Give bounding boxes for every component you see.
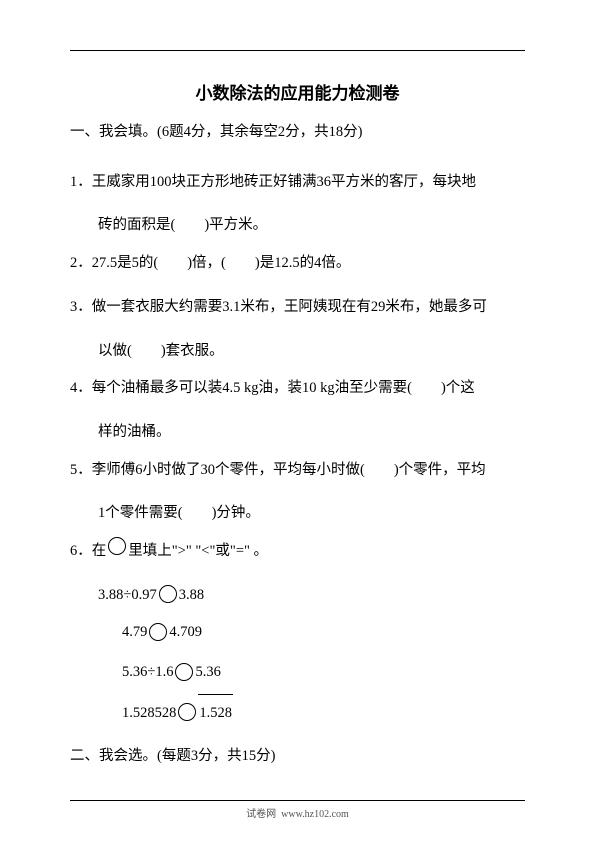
circle-icon: [159, 585, 177, 603]
q1-num: 1．: [70, 174, 92, 190]
section-1-heading: 一、我会填。(6题4分，其余每空2分，共18分): [70, 122, 525, 144]
q6-post: 里填上">" "<"或"=" 。: [128, 543, 268, 559]
q3-num: 3．: [70, 299, 92, 315]
q5-l1: 李师傅6小时做了30个零件，平均每小时做( )个零件，平均: [92, 462, 486, 478]
q6-pre: 在: [92, 543, 107, 559]
q3-l2: 以做( )套衣服。: [70, 333, 525, 371]
q6-c4a: 1.528528: [122, 705, 176, 721]
q3: 3．做一套衣服大约需要3.1米布，王阿姨现在有29米布，她最多可: [70, 289, 525, 327]
q2: 2．27.5是5的( )倍，( )是12.5的4倍。: [70, 245, 525, 283]
q5-l2: 1个零件需要( )分钟。: [70, 495, 525, 533]
q6-c4b: 1.528: [198, 694, 233, 733]
q6-num: 6．: [70, 543, 92, 559]
exam-title: 小数除法的应用能力检测卷: [70, 79, 525, 104]
circle-icon: [108, 537, 126, 555]
q5: 5．李师傅6小时做了30个零件，平均每小时做( )个零件，平均: [70, 452, 525, 490]
q4: 4．每个油桶最多可以装4.5 kg油，装10 kg油至少需要( )个这: [70, 370, 525, 408]
section-2-heading: 二、我会选。(每题3分，共15分): [70, 746, 525, 768]
q4-l1: 每个油桶最多可以装4.5 kg油，装10 kg油至少需要( )个这: [92, 380, 475, 396]
q3-l1: 做一套衣服大约需要3.1米布，王阿姨现在有29米布，她最多可: [92, 299, 487, 315]
q4-num: 4．: [70, 380, 92, 396]
q6-c2b: 4.709: [169, 624, 202, 640]
footer-url: www.hz102.com: [281, 809, 349, 820]
q6-c2a: 4.79: [122, 624, 147, 640]
q1-l2: 砖的面积是( )平方米。: [70, 207, 525, 245]
footer-site: 试卷网: [246, 809, 276, 820]
q1-l1: 王威家用100块正方形地砖正好铺满36平方米的客厅，每块地: [92, 174, 476, 190]
q6-c1b: 3.88: [179, 587, 204, 603]
q6-c3b: 5.36: [195, 664, 220, 680]
q6-c2: 4.79 4.709: [70, 614, 525, 652]
circle-icon: [149, 623, 167, 641]
q1: 1．王威家用100块正方形地砖正好铺满36平方米的客厅，每块地: [70, 164, 525, 202]
circle-icon: [178, 703, 196, 721]
q5-num: 5．: [70, 462, 92, 478]
page-footer: 试卷网 www.hz102.com: [70, 800, 525, 820]
q2-text: 27.5是5的( )倍，( )是12.5的4倍。: [92, 255, 351, 271]
top-rule: [70, 50, 525, 51]
q6-c3a: 5.36÷1.6: [122, 664, 173, 680]
circle-icon: [175, 663, 193, 681]
q6-c1a: 3.88÷0.97: [98, 587, 157, 603]
q6: 6．在 里填上">" "<"或"=" 。: [70, 533, 525, 571]
q6-c4: 1.528528 1.528: [70, 694, 525, 733]
q6-c3: 5.36÷1.6 5.36: [70, 654, 525, 692]
q2-num: 2．: [70, 255, 92, 271]
q4-l2: 样的油桶。: [70, 414, 525, 452]
q6-c1: 3.88÷0.97 3.88: [70, 577, 525, 615]
